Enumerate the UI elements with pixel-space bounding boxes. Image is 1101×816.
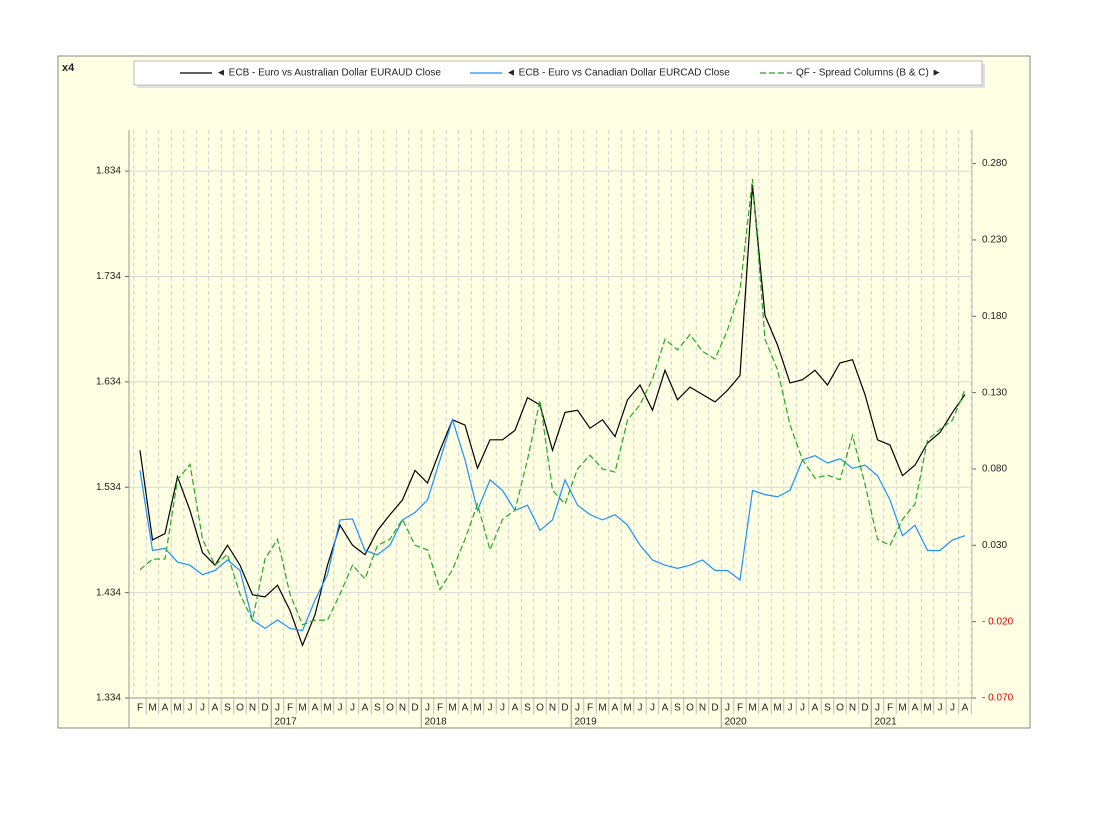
x-tick-label: M: [323, 703, 331, 714]
legend: [133, 60, 983, 86]
series-line: [139, 178, 966, 626]
x-tick-label: J: [275, 703, 280, 714]
corner-label: x4: [62, 62, 75, 74]
x-tick-label: D: [711, 703, 718, 714]
x-tick-label: M: [598, 703, 606, 714]
x-tick-label: M: [898, 703, 906, 714]
x-tick-label: A: [362, 703, 369, 714]
x-tick-label: J: [425, 703, 430, 714]
y2-tick-label: 0.280: [982, 158, 1007, 169]
x-tick-label: A: [962, 703, 969, 714]
y2-tick-label: 0.180: [982, 311, 1007, 322]
x-tick-label: J: [488, 703, 493, 714]
x-tick-label: J: [950, 703, 955, 714]
x-tick-label: A: [662, 703, 669, 714]
x-tick-label: J: [188, 703, 193, 714]
x-tick-label: N: [549, 703, 556, 714]
x-tick-label: O: [536, 703, 544, 714]
x-tick-label: J: [788, 703, 793, 714]
x-tick-label: S: [224, 703, 231, 714]
x-tick-label: S: [824, 703, 831, 714]
x-tick-label: M: [448, 703, 456, 714]
x-tick-label: J: [200, 703, 205, 714]
y2-tick-label: 0.080: [982, 464, 1007, 475]
x-tick-label: D: [411, 703, 418, 714]
x-tick-label: F: [887, 703, 893, 714]
year-label: 2020: [725, 717, 748, 728]
x-tick-label: J: [725, 703, 730, 714]
x-tick-label: A: [812, 703, 819, 714]
x-tick-label: M: [748, 703, 756, 714]
year-label: 2019: [575, 717, 598, 728]
x-tick-label: F: [287, 703, 293, 714]
x-tick-label: A: [762, 703, 769, 714]
chart-frame: [57, 55, 1031, 729]
x-tick-label: J: [638, 703, 643, 714]
x-tick-label: J: [938, 703, 943, 714]
x-tick-label: N: [399, 703, 406, 714]
x-tick-label: N: [249, 703, 256, 714]
series-line: [139, 417, 966, 632]
x-tick-label: A: [612, 703, 619, 714]
legend-label: QF - Spread Columns (B & C) ►: [796, 68, 942, 79]
year-label: 2017: [275, 717, 298, 728]
x-tick-label: A: [512, 703, 519, 714]
x-tick-label: M: [773, 703, 781, 714]
x-tick-label: D: [861, 703, 868, 714]
x-tick-label: A: [912, 703, 919, 714]
x-tick-label: D: [561, 703, 568, 714]
y2-tick-label: - 0.020: [982, 616, 1014, 627]
x-tick-label: N: [849, 703, 856, 714]
y-tick-label: 1.634: [96, 376, 121, 387]
y2-tick-label: - 0.070: [982, 693, 1014, 704]
x-tick-label: M: [623, 703, 631, 714]
x-tick-label: J: [800, 703, 805, 714]
y2-tick-label: 0.130: [982, 387, 1007, 398]
x-tick-label: M: [923, 703, 931, 714]
x-tick-label: O: [836, 703, 844, 714]
x-tick-label: A: [312, 703, 319, 714]
year-label: 2018: [425, 717, 448, 728]
x-tick-label: A: [162, 703, 169, 714]
x-tick-label: M: [173, 703, 181, 714]
y-tick-label: 1.834: [96, 166, 121, 177]
y-tick-label: 1.734: [96, 271, 121, 282]
y-tick-label: 1.534: [96, 482, 121, 493]
x-tick-label: O: [686, 703, 694, 714]
x-tick-label: J: [350, 703, 355, 714]
x-tick-label: F: [137, 703, 143, 714]
x-tick-label: M: [298, 703, 306, 714]
x-tick-label: F: [587, 703, 593, 714]
y-tick-label: 1.434: [96, 587, 121, 598]
x-tick-label: N: [699, 703, 706, 714]
x-tick-label: A: [462, 703, 469, 714]
x-tick-label: S: [524, 703, 531, 714]
x-tick-label: O: [386, 703, 394, 714]
x-tick-label: M: [148, 703, 156, 714]
x-tick-label: S: [374, 703, 381, 714]
x-tick-label: J: [500, 703, 505, 714]
y2-tick-label: 0.030: [982, 540, 1007, 551]
x-tick-label: O: [236, 703, 244, 714]
x-tick-label: J: [338, 703, 343, 714]
x-tick-label: J: [875, 703, 880, 714]
x-tick-label: J: [575, 703, 580, 714]
legend-label: ◄ ECB - Euro vs Canadian Dollar EURCAD C…: [506, 68, 730, 79]
y-tick-label: 1.334: [96, 693, 121, 704]
y2-tick-label: 0.230: [982, 235, 1007, 246]
x-tick-label: F: [737, 703, 743, 714]
series-line: [139, 184, 966, 647]
x-tick-label: S: [674, 703, 681, 714]
year-label: 2021: [875, 717, 898, 728]
x-tick-label: F: [437, 703, 443, 714]
x-tick-label: D: [261, 703, 268, 714]
x-tick-label: M: [473, 703, 481, 714]
x-tick-label: A: [212, 703, 219, 714]
legend-label: ◄ ECB - Euro vs Australian Dollar EURAUD…: [216, 68, 441, 79]
x-tick-label: J: [650, 703, 655, 714]
